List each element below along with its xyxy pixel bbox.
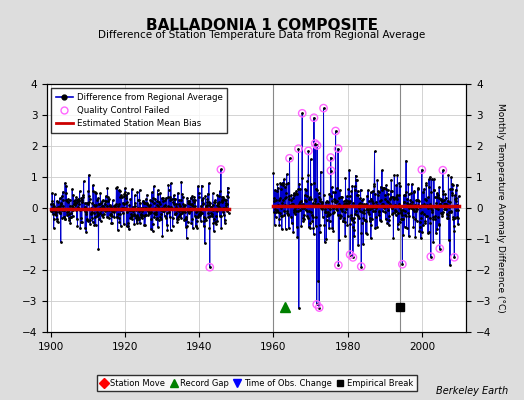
Point: [205, 264, 214, 270]
Text: BALLADONIA 1 COMPOSITE: BALLADONIA 1 COMPOSITE: [146, 18, 378, 33]
Point: [334, 262, 343, 268]
Point: [418, 166, 426, 173]
Point: [327, 168, 335, 174]
Point: [435, 245, 444, 252]
Point: [357, 263, 365, 270]
Point: [298, 110, 307, 116]
Point: [331, 128, 340, 134]
Text: Berkeley Earth: Berkeley Earth: [436, 386, 508, 396]
Point: [310, 114, 318, 121]
Legend: Station Move, Record Gap, Time of Obs. Change, Empirical Break: Station Move, Record Gap, Time of Obs. C…: [97, 376, 417, 391]
Point: [304, 148, 313, 154]
Point: [286, 155, 294, 162]
Y-axis label: Monthly Temperature Anomaly Difference (°C): Monthly Temperature Anomaly Difference (…: [496, 103, 505, 313]
Point: [334, 146, 342, 152]
Point: [346, 251, 354, 258]
Point: [312, 301, 321, 308]
Point: [217, 166, 225, 173]
Point: [326, 154, 335, 161]
Point: [294, 146, 303, 152]
Point: [398, 261, 407, 268]
Point: [450, 254, 458, 260]
Point: [313, 142, 321, 148]
Point: [319, 105, 328, 111]
Point: [315, 304, 323, 311]
Text: Difference of Station Temperature Data from Regional Average: Difference of Station Temperature Data f…: [99, 30, 425, 40]
Point: [348, 254, 357, 260]
Point: [427, 254, 435, 260]
Point: [439, 167, 447, 173]
Point: [311, 140, 320, 147]
